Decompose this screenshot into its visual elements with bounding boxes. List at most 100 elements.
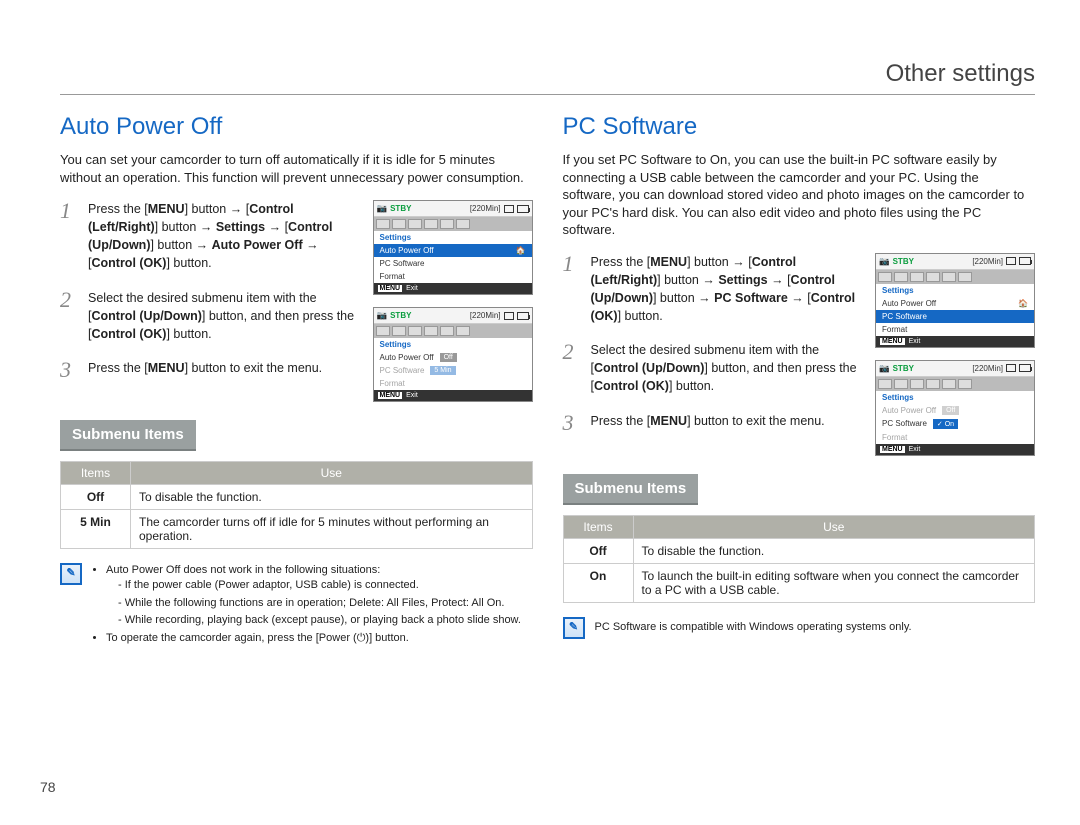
menu-row: Auto Power Off🏠	[876, 297, 1034, 310]
menu-row: PC Software	[876, 310, 1034, 323]
camcorder-tabs	[876, 270, 1034, 284]
note-subitem: While the following functions are in ope…	[118, 596, 521, 611]
menu-row: Format	[374, 270, 532, 283]
right-note-text: PC Software is compatible with Windows o…	[595, 617, 912, 639]
table-row: OffTo disable the function.	[61, 485, 533, 510]
step: 1Press the [MENU] button → [Control (Lef…	[563, 253, 866, 326]
table-cell-item: Off	[61, 485, 131, 510]
camcorder-footer: MENUExit	[876, 336, 1034, 347]
settings-header: Settings	[876, 284, 1034, 297]
table-cell-use: To launch the built-in editing software …	[633, 563, 1035, 602]
home-icon: 🏠	[1018, 299, 1028, 308]
table-header-items: Items	[563, 515, 633, 538]
right-submenu-header: Submenu Items	[563, 474, 699, 505]
menu-label: Auto Power Off	[380, 353, 434, 362]
camcorder-tabs	[374, 324, 532, 338]
record-icon: 📷	[377, 203, 388, 214]
menu-row: PC Software	[374, 257, 532, 270]
menu-label: Format	[380, 379, 405, 388]
step: 2 Select the desired submenu item with th…	[563, 341, 866, 395]
menu-row: Auto Power Off Off	[876, 404, 1034, 417]
battery-icon	[517, 312, 529, 320]
step-number: 3	[60, 359, 76, 381]
menu-label: Auto Power Off	[380, 246, 434, 255]
step-text: Press the [MENU] button to exit the menu…	[591, 412, 866, 430]
card-icon	[504, 205, 514, 213]
settings-header: Settings	[374, 338, 532, 351]
camcorder-tabs	[876, 377, 1034, 391]
step-text: Select the desired submenu item with the…	[591, 341, 866, 395]
stby-label: STBY	[893, 257, 914, 266]
record-icon: 📷	[879, 363, 890, 374]
auto-power-off-heading: Auto Power Off	[60, 113, 533, 141]
step-text: Press the [MENU] button to exit the menu…	[88, 359, 363, 377]
camcorder-topbar: 📷STBY [220Min]	[374, 308, 532, 324]
left-camcorder-screenshots: 📷STBY[220Min]SettingsAuto Power Off🏠PC S…	[373, 200, 533, 414]
settings-header: Settings	[876, 391, 1034, 404]
info-icon: ✎	[60, 563, 82, 585]
time-remaining: [220Min]	[470, 311, 501, 320]
pc-software-heading: PC Software	[563, 113, 1036, 141]
stby-label: STBY	[893, 364, 914, 373]
step: 1 Press the [MENU] button → [Control (Lef…	[60, 200, 363, 273]
menu-button-icon: MENU	[880, 446, 905, 453]
left-column: Auto Power Off You can set your camcorde…	[60, 113, 533, 648]
card-icon	[1006, 364, 1016, 372]
note-subitem: If the power cable (Power adaptor, USB c…	[118, 578, 521, 593]
info-icon: ✎	[563, 617, 585, 639]
home-icon: 🏠	[516, 246, 526, 255]
settings-header: Settings	[374, 231, 532, 244]
step-text: Select the desired submenu item with the…	[88, 289, 363, 343]
auto-power-off-intro: You can set your camcorder to turn off a…	[60, 151, 533, 186]
menu-row: Auto Power Off 🏠	[374, 244, 532, 257]
menu-row: Format	[876, 431, 1034, 444]
menu-row: Format	[876, 323, 1034, 336]
table-cell-item: On	[563, 563, 633, 602]
table-header-use: Use	[633, 515, 1035, 538]
table-row: OffTo disable the function.	[563, 538, 1035, 563]
camcorder-footer: MENUExit	[374, 283, 532, 294]
step: 3 Press the [MENU] button to exit the men…	[563, 412, 866, 434]
menu-row: Format	[374, 377, 532, 390]
menu-label: PC Software	[882, 419, 927, 428]
right-camcorder-screenshots: 📷STBY[220Min]SettingsAuto Power Off🏠PC S…	[875, 253, 1035, 468]
step-text: Press the [MENU] button → [Control (Left…	[88, 200, 363, 273]
menu-button-icon: MENU	[378, 392, 403, 399]
time-remaining: [220Min]	[972, 364, 1003, 373]
table-cell-use: To disable the function.	[633, 538, 1035, 563]
submenu-value: Off	[942, 406, 959, 415]
submenu-value: 5 Min	[430, 366, 455, 375]
submenu-value: Off	[440, 353, 457, 362]
note-item: Auto Power Off does not work in the foll…	[106, 563, 521, 629]
battery-icon	[1019, 257, 1031, 265]
camcorder-screenshot: 📷STBY[220Min] Settings Auto Power Off 🏠 PC S…	[373, 200, 533, 295]
note-item: To operate the camcorder again, press th…	[106, 631, 521, 646]
exit-label: Exit	[909, 446, 921, 453]
table-header-items: Items	[61, 462, 131, 485]
stby-label: STBY	[390, 311, 411, 320]
step-number: 3	[563, 412, 579, 434]
menu-button-icon: MENU	[378, 285, 403, 292]
page-title: Other settings	[60, 60, 1035, 95]
battery-icon	[1019, 364, 1031, 372]
table-cell-item: Off	[563, 538, 633, 563]
camcorder-footer: MENUExit	[374, 390, 532, 401]
menu-row: PC Software5 Min	[374, 364, 532, 377]
menu-label: Auto Power Off	[882, 406, 936, 415]
card-icon	[504, 312, 514, 320]
camcorder-topbar: 📷STBY[220Min]	[374, 201, 532, 217]
step-number: 1	[60, 200, 76, 222]
right-column: PC Software If you set PC Software to On…	[563, 113, 1036, 648]
step-number: 1	[563, 253, 579, 275]
step-number: 2	[563, 341, 579, 363]
time-remaining: [220Min]	[470, 204, 501, 213]
table-row: 5 MinThe camcorder turns off if idle for…	[61, 510, 533, 549]
menu-label: Format	[882, 433, 907, 442]
table-cell-use: The camcorder turns off if idle for 5 mi…	[131, 510, 533, 549]
right-note: ✎ PC Software is compatible with Windows…	[563, 617, 1036, 639]
pc-software-intro: If you set PC Software to On, you can us…	[563, 151, 1036, 239]
note-subitem: While recording, playing back (except pa…	[118, 613, 521, 628]
camcorder-screenshot: 📷STBY[220Min]SettingsAuto Power Off🏠PC S…	[875, 253, 1035, 348]
record-icon: 📷	[377, 310, 388, 321]
menu-button-icon: MENU	[880, 338, 905, 345]
